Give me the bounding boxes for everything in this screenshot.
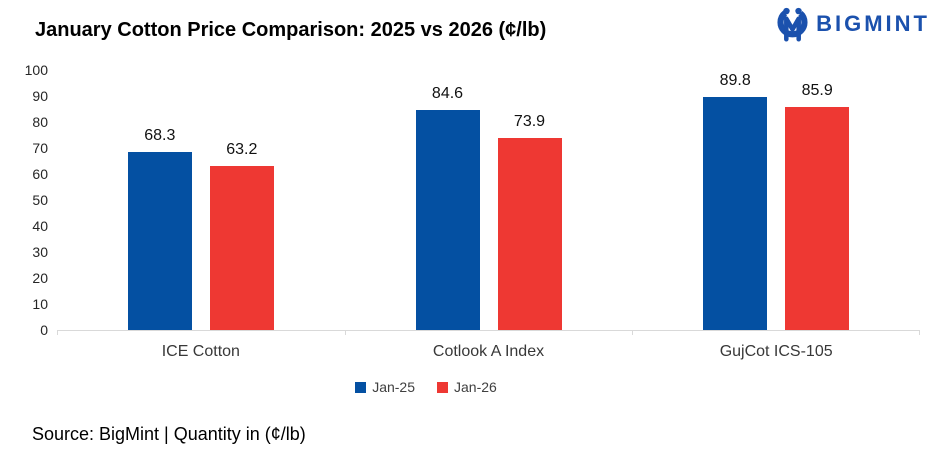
y-axis-tick-10: 10 xyxy=(32,296,48,312)
legend-swatch-jan-25 xyxy=(355,381,367,393)
y-axis-tick-20: 20 xyxy=(32,270,48,286)
y-axis-tick-90: 90 xyxy=(32,88,48,104)
bar-jan-25-gujcot-ics-105 xyxy=(703,96,768,330)
chart-legend: Jan-25 Jan-26 xyxy=(0,379,852,395)
bar-jan-25-cotlook-a-index xyxy=(415,110,480,330)
legend-item-jan-26: Jan-26 xyxy=(437,379,497,395)
y-axis-tick-50: 50 xyxy=(32,192,48,208)
category-label-gujcot-ics-105: GujCot ICS-105 xyxy=(719,343,833,360)
value-label-jan-25-cotlook-a-index: 84.6 xyxy=(431,85,464,103)
legend-item-jan-25: Jan-25 xyxy=(355,379,415,395)
category-label-cotlook-a-index: Cotlook A Index xyxy=(432,343,545,360)
value-label-jan-26-ice-cotton: 63.2 xyxy=(226,140,258,158)
value-label-jan-25-gujcot-ics-105: 89.8 xyxy=(719,71,751,89)
y-axis-tick-40: 40 xyxy=(32,218,48,234)
category-boundary-tick xyxy=(632,330,633,335)
bar-chart-plot-area: 0 10 20 30 40 50 60 70 80 90 100 68.3 63.2 ICE Cotton… xyxy=(25,63,920,360)
legend-swatch-jan-26 xyxy=(437,381,448,393)
y-axis-tick-0: 0 xyxy=(40,322,48,338)
legend-label-jan-26: Jan-26 xyxy=(454,379,497,395)
bar-jan-26-cotlook-a-index xyxy=(497,137,562,330)
bigmint-logo: BIGMINT xyxy=(776,5,930,43)
chart-title: January Cotton Price Comparison: 2025 vs… xyxy=(35,19,547,41)
bigmint-logo-text: BIGMINT xyxy=(816,11,930,36)
bar-jan-26-gujcot-ics-105 xyxy=(785,106,850,330)
category-boundary-tick xyxy=(345,330,346,335)
value-label-jan-26-cotlook-a-index: 73.9 xyxy=(513,112,546,130)
bigmint-m-ring-icon xyxy=(776,5,809,43)
category-label-ice-cotton: ICE Cotton xyxy=(161,343,240,360)
category-boundary-tick xyxy=(57,330,58,335)
bar-jan-25-ice-cotton xyxy=(127,152,192,330)
y-axis-tick-100: 100 xyxy=(24,62,48,78)
y-axis-tick-30: 30 xyxy=(32,244,48,260)
legend-label-jan-25: Jan-25 xyxy=(372,379,415,395)
y-axis-tick-60: 60 xyxy=(32,166,48,182)
category-boundary-tick xyxy=(919,330,920,335)
y-axis-tick-80: 80 xyxy=(32,114,48,130)
value-label-jan-26-gujcot-ics-105: 85.9 xyxy=(801,81,833,99)
bar-jan-26-ice-cotton xyxy=(209,165,274,330)
source-note: Source: BigMint | Quantity in (¢/lb) xyxy=(32,424,306,444)
y-axis-tick-70: 70 xyxy=(32,140,48,156)
value-label-jan-25-ice-cotton: 68.3 xyxy=(144,127,176,145)
